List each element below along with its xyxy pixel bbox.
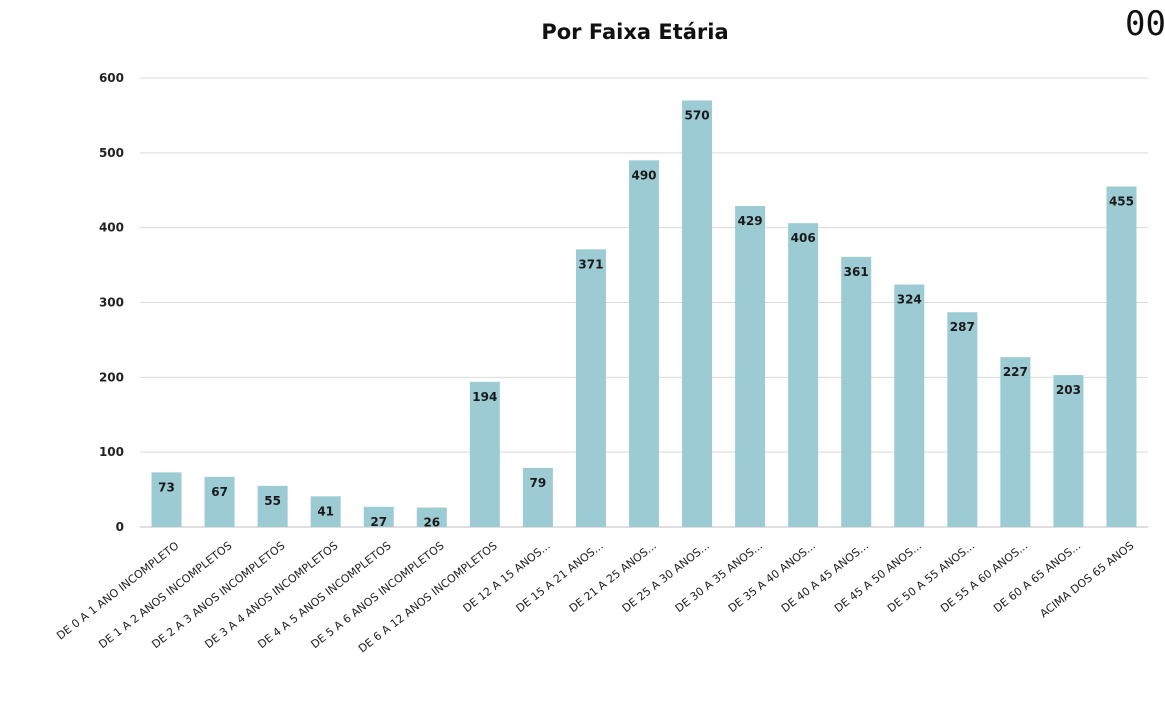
- bar: [522, 467, 553, 527]
- bar: [735, 205, 766, 527]
- x-tick-label: ACIMA DOS 65 ANOS: [1037, 539, 1136, 620]
- y-tick-label: 100: [99, 445, 124, 459]
- y-tick-label: 200: [99, 370, 124, 384]
- data-label: 570: [685, 108, 710, 122]
- data-label: 26: [423, 516, 440, 530]
- data-label: 203: [1056, 383, 1081, 397]
- x-tick-label: DE 55 A 60 ANOS...: [938, 539, 1030, 615]
- corner-text: 00: [1125, 4, 1165, 44]
- y-tick-label: 600: [99, 71, 124, 85]
- bar: [1000, 357, 1031, 527]
- bar: [841, 256, 872, 527]
- bar: [204, 476, 235, 527]
- bar: [1106, 186, 1137, 527]
- data-label: 287: [950, 320, 975, 334]
- bar: [469, 381, 500, 527]
- x-tick-label: DE 45 A 50 ANOS...: [832, 539, 924, 615]
- data-label: 73: [158, 480, 175, 494]
- x-tick-label: DE 12 A 15 ANOS...: [461, 539, 553, 615]
- bar: [416, 507, 447, 527]
- y-tick-label: 0: [116, 520, 124, 534]
- data-label: 429: [738, 214, 763, 228]
- bar: [257, 485, 288, 527]
- data-label: 194: [472, 390, 497, 404]
- bars: [151, 100, 1137, 528]
- data-label: 41: [317, 504, 334, 518]
- x-tick-label: DE 35 A 40 ANOS...: [726, 539, 818, 615]
- data-label: 67: [211, 485, 228, 499]
- bar: [629, 160, 659, 528]
- bar: [788, 223, 819, 527]
- data-label: 361: [844, 265, 869, 279]
- bar: [1053, 375, 1084, 527]
- bar: [363, 506, 394, 527]
- y-tick-label: 400: [99, 221, 124, 235]
- data-labels: 73 67 55 41 27 26 194 79 371 490 570 429 406 361 324 28…: [158, 108, 1134, 529]
- data-label: 324: [897, 293, 922, 307]
- data-label: 227: [1003, 365, 1028, 379]
- y-tick-label: 500: [99, 146, 124, 160]
- data-label: 27: [370, 515, 387, 529]
- chart-title: Por Faixa Etária: [541, 20, 729, 44]
- y-axis-ticks: 0 100 200 300 400 500 600: [99, 71, 124, 534]
- x-tick-label: DE 40 A 45 ANOS...: [779, 539, 871, 615]
- x-tick-label: DE 50 A 55 ANOS...: [885, 539, 977, 615]
- y-tick-label: 300: [99, 296, 124, 310]
- bar: [894, 284, 925, 527]
- bar: [682, 100, 713, 527]
- x-tick-label: DE 15 A 21 ANOS...: [514, 539, 606, 615]
- x-tick-label: DE 21 A 25 ANOS...: [567, 539, 659, 615]
- bar: [151, 472, 182, 527]
- data-label: 406: [791, 231, 816, 245]
- data-label: 371: [578, 257, 603, 271]
- x-tick-label: DE 25 A 30 ANOS...: [620, 539, 712, 615]
- x-tick-label: DE 30 A 35 ANOS...: [673, 539, 765, 615]
- x-tick-label: DE 60 A 65 ANOS...: [991, 539, 1083, 615]
- data-label: 79: [530, 476, 547, 490]
- bar: [575, 249, 606, 527]
- bar: [947, 312, 978, 527]
- data-label: 490: [631, 168, 656, 182]
- data-label: 455: [1109, 195, 1134, 209]
- data-label: 55: [264, 494, 281, 508]
- bar: [310, 496, 341, 527]
